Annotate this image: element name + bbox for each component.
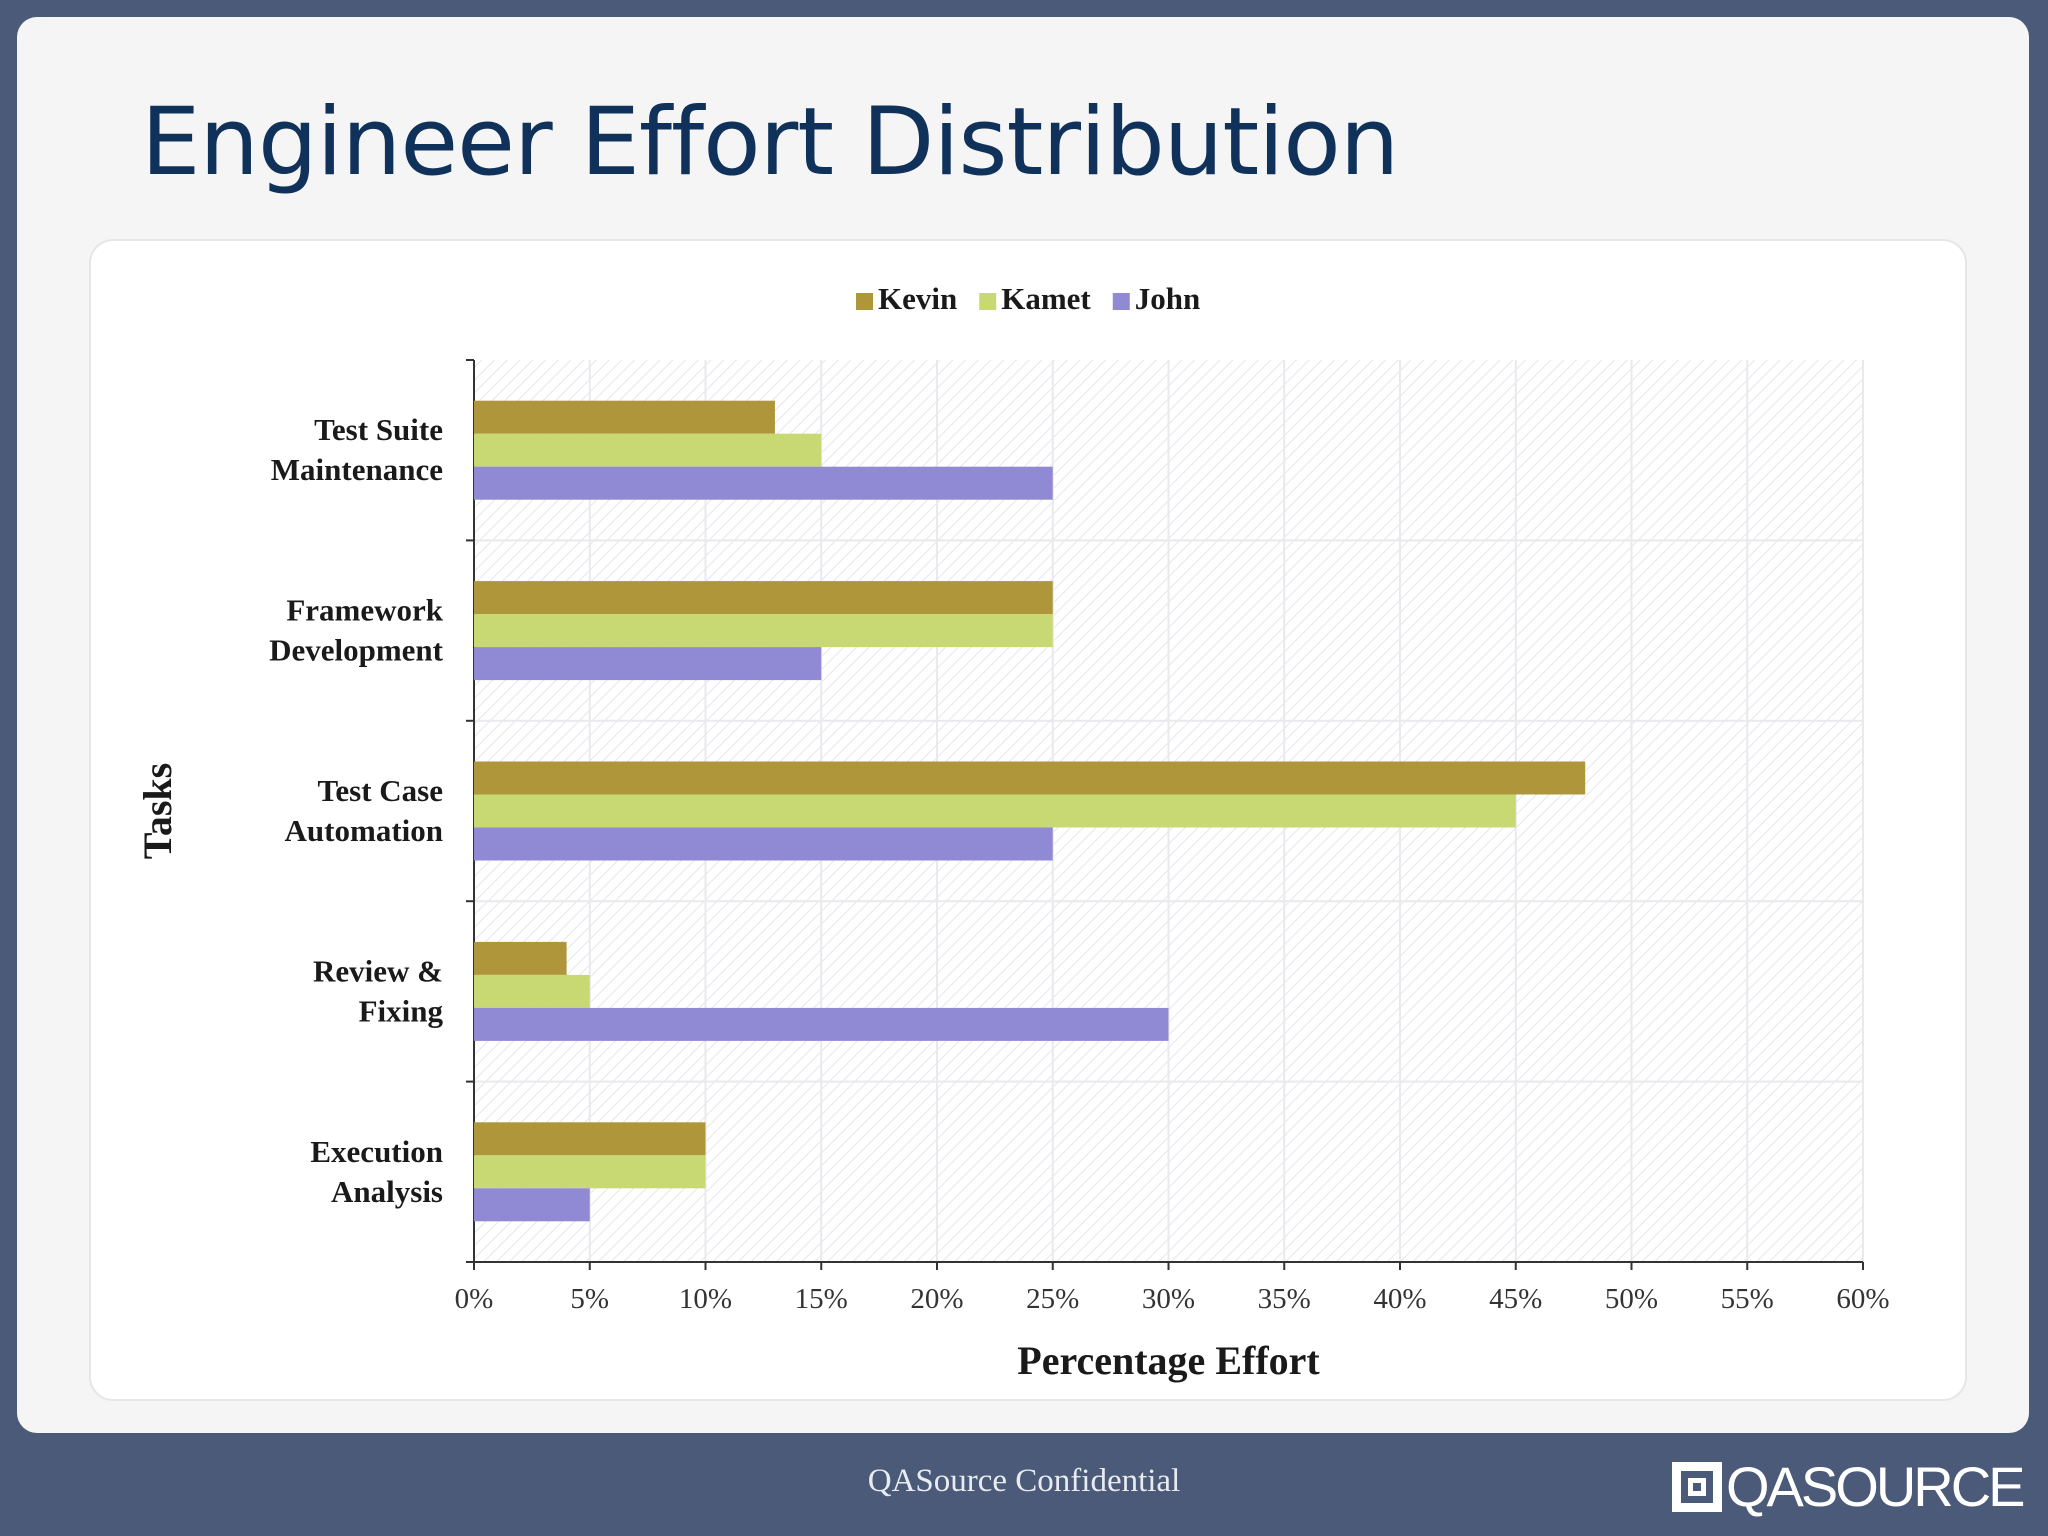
category-label: Test Suite [314, 412, 443, 447]
x-tick-label: 60% [1836, 1283, 1889, 1315]
category-label: Execution [310, 1134, 443, 1169]
chart-card: 0% 5% 10% 15% 20% 25% 30% 35% 40% 45% 50% 55% 60% Tes… [89, 239, 1967, 1401]
category-label: Development [269, 633, 444, 668]
legend-swatch-john [1112, 293, 1130, 310]
x-tick-label: 50% [1605, 1283, 1658, 1315]
legend-label-kamet: Kamet [1001, 281, 1091, 316]
category-label: Fixing [359, 993, 444, 1028]
x-tick-label: 45% [1489, 1283, 1542, 1315]
bar-kamet [474, 614, 1053, 648]
bar-kamet [474, 1155, 706, 1189]
x-tick-label: 25% [1026, 1283, 1079, 1315]
x-tick-label: 15% [795, 1283, 848, 1315]
y-axis-title: Tasks [135, 763, 180, 859]
footer-confidential: QASource Confidential [867, 1463, 1181, 1499]
legend-swatch-kevin [856, 293, 873, 310]
bar-kamet [474, 794, 1516, 828]
x-tick-label: 0% [455, 1283, 494, 1315]
bar-kevin [474, 400, 775, 434]
category-label: Review & [313, 953, 443, 988]
category-label: Analysis [331, 1174, 443, 1209]
bar-kevin [474, 1122, 706, 1156]
bar-kamet [474, 974, 590, 1008]
category-label: Automation [285, 813, 443, 848]
category-label: Maintenance [271, 452, 443, 487]
qasource-logo-icon [1672, 1462, 1722, 1512]
slide: Engineer Effort Distribution 0% 5% 10% 15% 2… [17, 17, 2029, 1433]
bar-john [474, 466, 1053, 500]
legend-label-kevin: Kevin [878, 281, 957, 316]
bar-john [474, 1007, 1169, 1041]
bar-kamet [474, 433, 822, 467]
bar-kevin [474, 941, 567, 975]
x-tick-label: 10% [679, 1283, 732, 1315]
legend-swatch-kamet [979, 293, 997, 310]
legend-label-john: John [1135, 281, 1200, 316]
bar-kevin [474, 581, 1053, 615]
bar-chart: 0% 5% 10% 15% 20% 25% 30% 35% 40% 45% 50% 55% 60% Tes… [135, 281, 1890, 1383]
x-tick-label: 5% [570, 1283, 609, 1315]
category-label: Framework [286, 593, 443, 628]
bar-kevin [474, 761, 1586, 795]
x-axis-title: Percentage Effort [1017, 1338, 1320, 1383]
x-tick-label: 20% [910, 1283, 963, 1315]
bar-john [474, 1188, 590, 1222]
category-label: Test Case [318, 773, 443, 808]
bar-john [474, 647, 822, 681]
x-tick-label: 40% [1373, 1283, 1426, 1315]
x-tick-label: 30% [1142, 1283, 1195, 1315]
slide-title: Engineer Effort Distribution [141, 88, 1399, 197]
x-tick-label: 55% [1721, 1283, 1774, 1315]
brand-name: QASOURCE [1726, 1455, 2025, 1518]
brand-logo: QASOURCE [1672, 1455, 2025, 1518]
bar-john [474, 827, 1053, 861]
x-tick-label: 35% [1258, 1283, 1311, 1315]
